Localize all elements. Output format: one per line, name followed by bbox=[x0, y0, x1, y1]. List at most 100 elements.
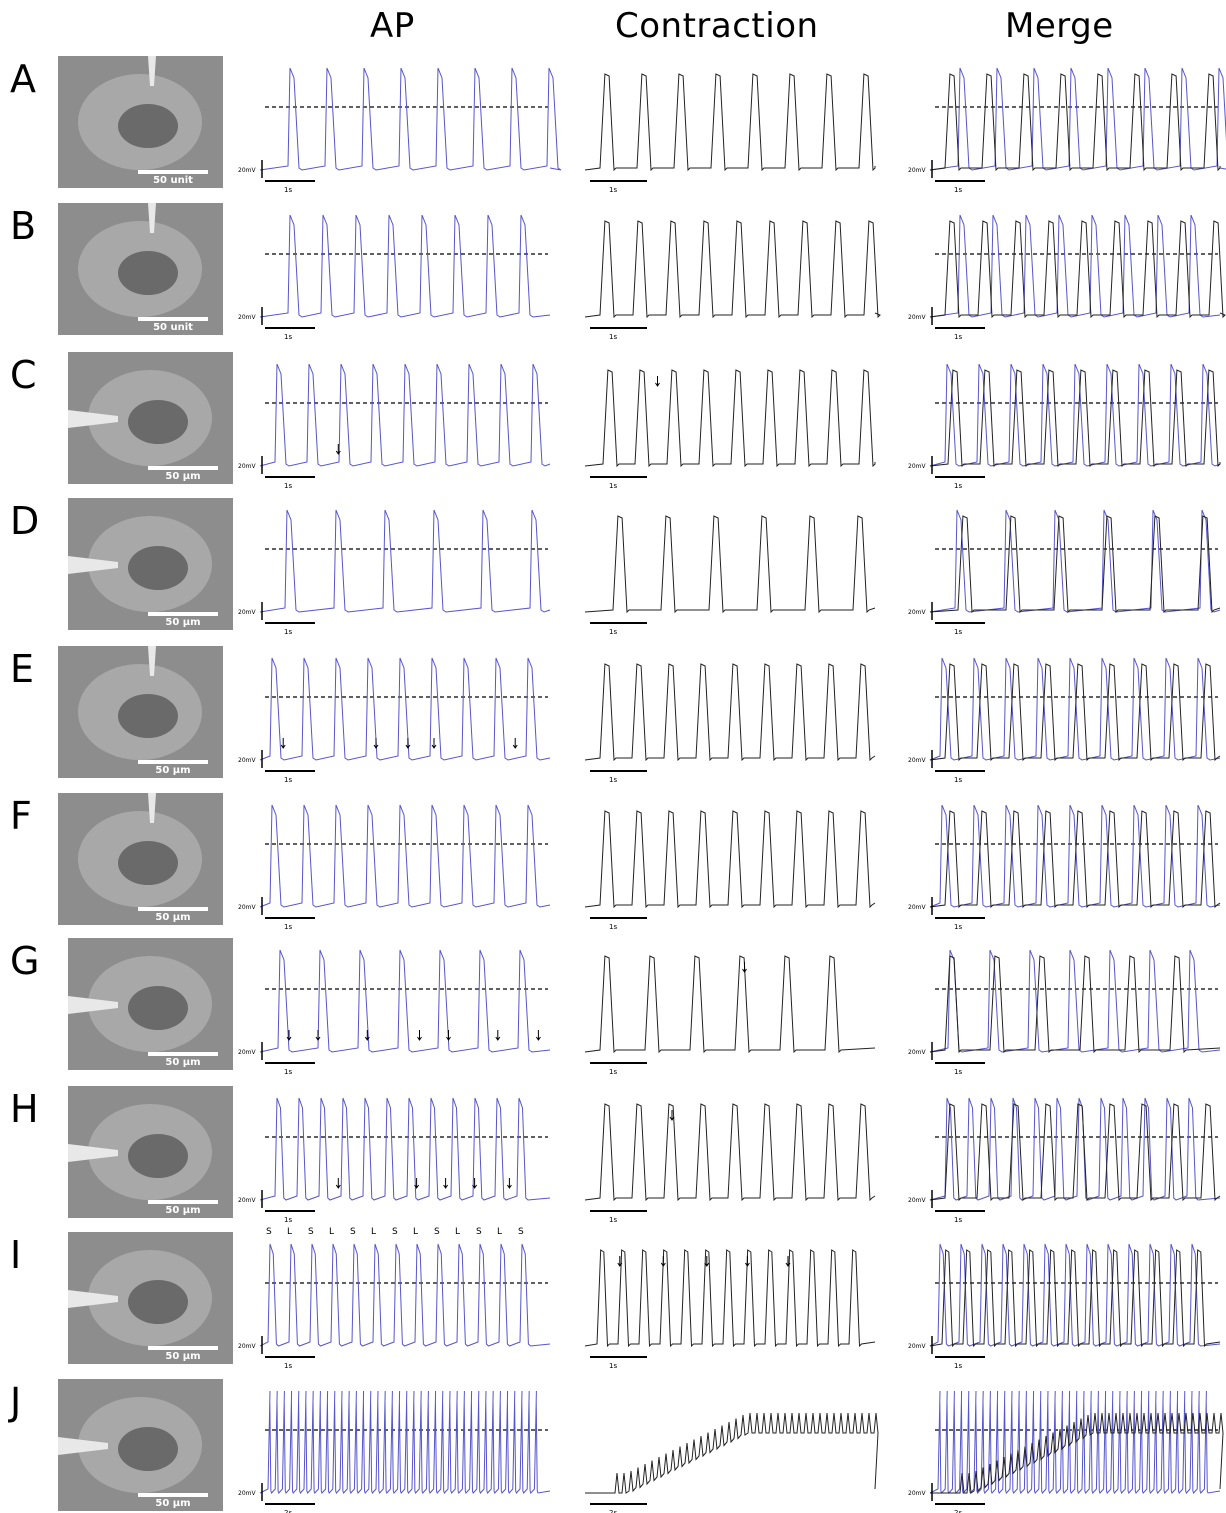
arrow-annotation bbox=[669, 1110, 675, 1121]
micrograph-image: 50 μm bbox=[68, 1086, 233, 1218]
scale-bar-label: 50 unit bbox=[153, 175, 193, 186]
merge-trace-panel: 1s 20mV bbox=[908, 657, 1221, 784]
merge-trace-panel: 1s 20mV bbox=[908, 1097, 1221, 1224]
voltage-scale-label: 20mV bbox=[238, 904, 256, 911]
merge-trace-panel: 1s 20mV bbox=[908, 804, 1221, 931]
panel-row-a: A 50 unit 1s 20mV 1s 1s 20mV bbox=[0, 50, 1226, 194]
scale-bar-label: 50 μm bbox=[155, 765, 191, 776]
beat-label: S bbox=[434, 1227, 440, 1237]
voltage-scale-label: 20mV bbox=[238, 1343, 256, 1350]
ap-series-line bbox=[259, 949, 551, 1053]
arrow-annotation bbox=[280, 738, 286, 749]
panel-row-e: E 50 μm 1s 20mV 1s 1s 20mV bbox=[0, 640, 1226, 784]
voltage-scale-label: 20mV bbox=[238, 757, 256, 764]
beat-label: L bbox=[413, 1227, 418, 1237]
time-scale-label: 1s bbox=[609, 186, 617, 194]
arrow-annotation bbox=[495, 1030, 501, 1041]
contraction-series-line bbox=[929, 810, 1221, 909]
contraction-trace-panel: 1s bbox=[584, 955, 876, 1076]
contraction-trace-panel: 1s bbox=[584, 220, 881, 341]
ap-series-line bbox=[929, 949, 1221, 1053]
time-scale-label: 1s bbox=[954, 1068, 962, 1076]
time-scale-label: 1s bbox=[954, 186, 962, 194]
contraction-series-line bbox=[584, 220, 881, 319]
time-scale-label: 1s bbox=[284, 186, 292, 194]
contraction-trace-panel: 1s bbox=[584, 369, 876, 490]
ap-series-line bbox=[259, 214, 551, 318]
ap-trace-panel: 1s 20mV bbox=[238, 214, 551, 341]
beat-label: L bbox=[371, 1227, 376, 1237]
time-scale-label: 1s bbox=[609, 1362, 617, 1370]
contraction-series-line bbox=[584, 955, 876, 1054]
panel-row-b: B 50 unit 1s 20mV 1s 1s 20mV bbox=[0, 197, 1226, 341]
contraction-trace-panel: 1s bbox=[584, 810, 876, 931]
ap-trace-panel: 1s 20mV bbox=[238, 804, 551, 931]
time-scale-label: 1s bbox=[954, 1216, 962, 1224]
contraction-series-line bbox=[929, 515, 1221, 614]
panel-letter: C bbox=[10, 353, 37, 397]
voltage-scale-label: 20mV bbox=[238, 463, 256, 470]
panel-letter: A bbox=[10, 57, 36, 101]
contraction-trace-panel: 2s bbox=[585, 1412, 879, 1513]
voltage-scale-label: 20mV bbox=[908, 1049, 926, 1056]
voltage-scale-label: 20mV bbox=[908, 609, 926, 616]
micrograph-image: 50 unit bbox=[58, 203, 223, 335]
merge-trace-panel: 1s 20mV bbox=[908, 363, 1221, 490]
merge-trace-panel: 1s 20mV bbox=[908, 949, 1221, 1076]
arrow-annotation bbox=[742, 962, 747, 973]
time-scale-label: 1s bbox=[609, 628, 617, 636]
scale-bar-label: 50 μm bbox=[165, 617, 201, 628]
contraction-series-line bbox=[584, 810, 876, 909]
time-scale-label: 2s bbox=[609, 1509, 617, 1513]
arrow-annotation bbox=[414, 1178, 420, 1189]
panel-row-i: I 50 μm 1s 20mV S L S L S L S L S L S L S 1s 1s 20mV bbox=[0, 1226, 1226, 1370]
arrow-annotation bbox=[617, 1256, 623, 1267]
contraction-series-line bbox=[584, 663, 876, 762]
beat-label: S bbox=[350, 1227, 356, 1237]
time-scale-label: 1s bbox=[284, 1362, 292, 1370]
contraction-series-line bbox=[929, 73, 1221, 172]
scale-bar-label: 50 μm bbox=[155, 912, 191, 923]
panel-row-j: J 50 μm 2s 20mV 2s 2s 20mV bbox=[0, 1373, 1226, 1513]
beat-label: L bbox=[497, 1227, 502, 1237]
arrow-annotation bbox=[335, 1178, 341, 1189]
arrow-annotation bbox=[335, 444, 341, 455]
arrow-annotation bbox=[744, 1256, 750, 1267]
beat-label: S bbox=[518, 1227, 524, 1237]
time-scale-label: 1s bbox=[954, 628, 962, 636]
ap-trace-panel: 1s 20mV bbox=[238, 509, 551, 636]
arrow-annotation bbox=[443, 1178, 449, 1189]
panel-row-d: D 50 μm 1s 20mV 1s 1s 20mV bbox=[0, 492, 1226, 636]
ap-series-line bbox=[929, 1097, 1221, 1201]
voltage-scale-label: 20mV bbox=[238, 1197, 256, 1204]
time-scale-label: 2s bbox=[284, 1509, 292, 1513]
ap-trace-panel: 1s 20mV bbox=[238, 1097, 551, 1224]
scale-bar-label: 50 unit bbox=[153, 322, 193, 333]
scale-bar-label: 50 μm bbox=[165, 1057, 201, 1068]
beat-label: S bbox=[392, 1227, 398, 1237]
time-scale-label: 1s bbox=[609, 1068, 617, 1076]
panel-letter: G bbox=[10, 939, 40, 983]
micrograph-image: 50 μm bbox=[58, 1379, 223, 1511]
time-scale-label: 1s bbox=[609, 923, 617, 931]
arrow-annotation bbox=[315, 1030, 321, 1041]
panel-letter: I bbox=[10, 1233, 22, 1277]
arrow-annotation bbox=[417, 1030, 422, 1041]
time-scale-label: 1s bbox=[609, 482, 617, 490]
micrograph-image: 50 μm bbox=[68, 938, 233, 1070]
contraction-trace-panel: 1s bbox=[584, 515, 876, 636]
scale-bar-label: 50 μm bbox=[155, 1498, 191, 1509]
time-scale-label: 1s bbox=[609, 333, 617, 341]
panel-letter: F bbox=[10, 794, 32, 838]
ap-series-line bbox=[259, 1243, 551, 1347]
contraction-series-line bbox=[929, 663, 1221, 762]
arrow-annotation bbox=[373, 738, 379, 749]
contraction-series-line bbox=[929, 369, 1221, 468]
time-scale-label: 1s bbox=[284, 1216, 292, 1224]
contraction-series-line bbox=[584, 1249, 876, 1348]
contraction-series-line bbox=[929, 955, 1221, 1054]
micrograph-image: 50 μm bbox=[68, 1232, 233, 1364]
panel-letter: H bbox=[10, 1087, 39, 1131]
contraction-series-line bbox=[584, 369, 876, 468]
arrow-annotation bbox=[655, 376, 660, 387]
